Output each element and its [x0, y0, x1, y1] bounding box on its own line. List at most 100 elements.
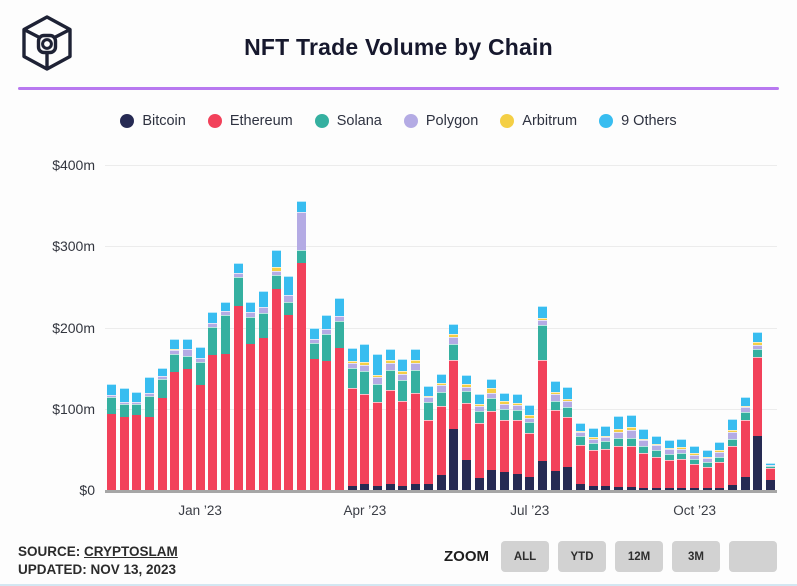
- bar-week-39[interactable]: [588, 428, 598, 490]
- segment-bitcoin: [360, 483, 370, 490]
- segment-solana: [335, 321, 345, 348]
- bar-week-45[interactable]: [664, 440, 674, 490]
- bar-week-33[interactable]: [512, 394, 522, 490]
- segment-solana: [626, 438, 636, 447]
- bar-week-31[interactable]: [487, 378, 497, 490]
- bar-week-46[interactable]: [677, 438, 687, 490]
- bar-week-48[interactable]: [702, 450, 712, 490]
- segment-solana: [715, 456, 725, 463]
- segment-polygon: [182, 349, 192, 356]
- bar-week-35[interactable]: [537, 306, 547, 490]
- bar-week-43[interactable]: [639, 429, 649, 490]
- segment-bitcoin: [423, 483, 433, 490]
- bar-week-15[interactable]: [284, 276, 294, 490]
- bar-week-25[interactable]: [411, 348, 421, 490]
- segment-polygon: [499, 403, 509, 409]
- bar-week-3[interactable]: [132, 391, 142, 490]
- bar-week-47[interactable]: [690, 446, 700, 490]
- bar-week-14[interactable]: [271, 249, 281, 490]
- bar-week-22[interactable]: [373, 353, 383, 490]
- segment-bitcoin: [525, 477, 535, 490]
- bar-week-12[interactable]: [246, 301, 256, 490]
- x-tick-label: Jul ’23: [510, 503, 550, 518]
- bar-week-32[interactable]: [499, 392, 509, 490]
- bar-week-13[interactable]: [258, 290, 268, 490]
- segment-9-others: [601, 425, 611, 436]
- bar-week-41[interactable]: [614, 416, 623, 490]
- segment-polygon: [740, 407, 750, 412]
- bar-week-6[interactable]: [170, 338, 180, 490]
- bar-week-18[interactable]: [322, 315, 332, 490]
- bar-week-30[interactable]: [474, 394, 484, 490]
- segment-arbitrum: [487, 388, 497, 393]
- bar-week-4[interactable]: [144, 377, 154, 490]
- zoom-button-all[interactable]: ALL: [501, 541, 549, 572]
- bar-week-2[interactable]: [119, 388, 129, 490]
- segment-arbitrum: [715, 450, 725, 452]
- bar-week-16[interactable]: [297, 200, 307, 490]
- bar-week-23[interactable]: [385, 348, 395, 490]
- segment-9-others: [144, 377, 154, 394]
- legend-item-ethereum[interactable]: Ethereum: [207, 113, 293, 129]
- gridline: [105, 327, 777, 329]
- bar-week-53[interactable]: [766, 463, 776, 490]
- segment-arbitrum: [170, 348, 180, 351]
- segment-bitcoin: [626, 486, 636, 490]
- bar-week-50[interactable]: [728, 418, 738, 490]
- bar-week-8[interactable]: [195, 347, 205, 490]
- bar-week-38[interactable]: [575, 422, 585, 490]
- bar-week-51[interactable]: [740, 397, 750, 490]
- bar-week-11[interactable]: [233, 263, 243, 490]
- bar-week-36[interactable]: [550, 381, 560, 490]
- bar-week-26[interactable]: [423, 386, 433, 490]
- segment-ethereum: [233, 306, 243, 490]
- zoom-button-12m[interactable]: 12M: [615, 541, 663, 572]
- bar-week-40[interactable]: [601, 425, 611, 490]
- segment-9-others: [373, 353, 383, 375]
- bar-week-5[interactable]: [157, 368, 167, 490]
- bar-week-28[interactable]: [449, 324, 459, 490]
- legend-item-polygon[interactable]: Polygon: [403, 113, 478, 129]
- segment-polygon: [461, 386, 471, 391]
- segment-polygon: [284, 295, 294, 302]
- bar-week-29[interactable]: [461, 375, 471, 490]
- legend-item-bitcoin[interactable]: Bitcoin: [120, 113, 186, 129]
- bar-week-52[interactable]: [753, 332, 763, 490]
- legend-item-arbitrum[interactable]: Arbitrum: [500, 113, 577, 129]
- bar-week-7[interactable]: [182, 338, 192, 490]
- bar-week-44[interactable]: [652, 435, 662, 490]
- bar-week-24[interactable]: [398, 359, 408, 490]
- legend-item-solana[interactable]: Solana: [314, 113, 382, 129]
- bar-week-10[interactable]: [220, 301, 230, 490]
- bar-week-19[interactable]: [335, 298, 345, 490]
- y-tick-label: $100m: [52, 400, 95, 417]
- bar-week-37[interactable]: [563, 386, 573, 490]
- bar-week-20[interactable]: [347, 347, 357, 490]
- zoom-button-3m[interactable]: 3M: [672, 541, 720, 572]
- source-link[interactable]: CRYPTOSLAM: [84, 544, 178, 559]
- bar-week-9[interactable]: [208, 312, 218, 490]
- bar-week-17[interactable]: [309, 327, 319, 490]
- bar-week-34[interactable]: [525, 404, 535, 490]
- x-tick-label: Jan ’23: [178, 503, 222, 518]
- bar-week-27[interactable]: [436, 373, 446, 490]
- segment-solana: [182, 355, 192, 369]
- zoom-button-blank[interactable]: [729, 541, 777, 572]
- segment-9-others: [677, 438, 687, 447]
- segment-solana: [550, 400, 560, 411]
- bar-week-42[interactable]: [626, 415, 636, 490]
- bar-week-1[interactable]: [106, 383, 116, 490]
- zoom-button-ytd[interactable]: YTD: [558, 541, 606, 572]
- segment-9-others: [487, 378, 497, 389]
- segment-arbitrum: [652, 443, 662, 446]
- segment-9-others: [284, 276, 294, 295]
- segment-solana: [525, 421, 535, 434]
- bar-week-49[interactable]: [715, 442, 725, 490]
- segment-ethereum: [563, 416, 573, 468]
- segment-9-others: [106, 383, 116, 395]
- legend-item-9-others[interactable]: 9 Others: [599, 113, 677, 129]
- segment-ethereum: [601, 448, 611, 486]
- segment-ethereum: [373, 402, 383, 486]
- segment-ethereum: [664, 459, 674, 488]
- bar-week-21[interactable]: [360, 343, 370, 490]
